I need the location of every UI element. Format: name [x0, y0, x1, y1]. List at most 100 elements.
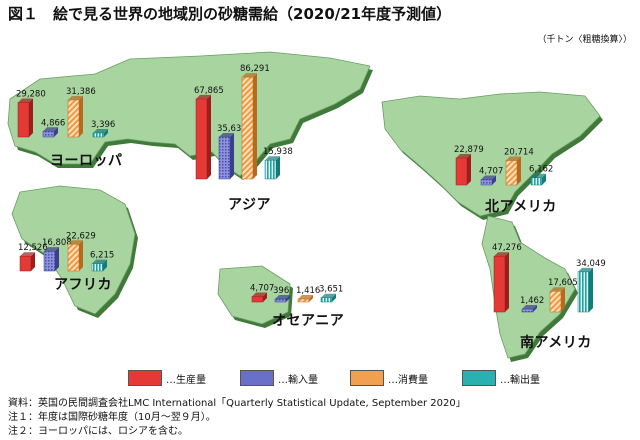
value-label: 4,866 [41, 118, 65, 128]
bar-side [253, 73, 257, 179]
value-label: 67,865 [194, 86, 224, 96]
bar-production [493, 255, 506, 313]
bar-top [456, 154, 471, 159]
bar-top [494, 252, 509, 257]
value-label: 3,651 [319, 285, 343, 295]
bar-exports [91, 263, 104, 272]
source-note: 資料：英国の民間調査会社LMC International「Quarterly … [8, 398, 466, 409]
value-label: 4,707 [479, 166, 503, 176]
value-label: 20,714 [504, 148, 534, 158]
bar-side [505, 252, 509, 312]
region-label: オセアニア [272, 313, 345, 329]
region-label: 北アメリカ [485, 199, 557, 215]
bar-side [104, 128, 108, 137]
bar-top [196, 94, 211, 99]
legend-swatch-production [128, 370, 162, 386]
bar-side [29, 98, 33, 137]
bar-imports [218, 136, 231, 180]
value-label: 12,526 [18, 243, 48, 253]
bar-consumption [67, 244, 80, 272]
legend-item-imports: …輸入量 [240, 370, 318, 386]
bar-top [68, 240, 83, 245]
north-america-landmass [381, 91, 601, 217]
south-america-landmass [481, 215, 576, 359]
bar-side [79, 240, 83, 271]
bar-consumption [241, 76, 254, 180]
bar-side [263, 292, 267, 302]
bar-side [542, 173, 546, 185]
legend-label: …生産量 [166, 374, 206, 386]
bar-side [589, 267, 593, 312]
legend-item-exports: …輸出量 [462, 370, 540, 386]
value-label: 17,605 [548, 278, 578, 288]
value-label: 3,396 [91, 120, 115, 130]
bar-top [321, 293, 336, 298]
bar-consumption [67, 99, 80, 138]
bar-side [517, 156, 521, 185]
bar-top [522, 305, 537, 309]
legend-label: …消費量 [388, 374, 428, 386]
legend-swatch-imports [240, 370, 274, 386]
bar-production [195, 98, 208, 180]
bar-consumption [297, 298, 310, 303]
bars-layer: 29,280 4,866 31,386 3,396 67,865 35,631 86,291… [16, 64, 606, 313]
bar-top [44, 247, 59, 252]
value-label: 15,938 [263, 147, 293, 157]
bar-side [230, 132, 234, 179]
bar-side [332, 293, 336, 302]
bar-production [17, 102, 30, 138]
unit-label: （千トン〈粗糖換算〉） [537, 35, 632, 45]
bar-exports [320, 297, 333, 303]
bar-top [20, 252, 35, 257]
bar-top [93, 128, 108, 133]
bar-side [207, 94, 211, 179]
value-label: 396 [273, 286, 289, 296]
bar-exports [264, 159, 277, 180]
bar-top [481, 175, 496, 180]
value-label: 6,162 [529, 165, 553, 175]
legend-swatch-consumption [350, 370, 384, 386]
bar-top [242, 73, 257, 78]
land-masses [7, 51, 601, 359]
bar-side [276, 156, 280, 179]
bar-top [298, 295, 313, 299]
value-label: 47,276 [492, 243, 522, 253]
value-label: 1,416 [296, 286, 320, 296]
value-label: 4,707 [250, 283, 274, 293]
bar-top [531, 173, 546, 178]
bar-top [578, 267, 593, 272]
bar-top [18, 98, 33, 103]
bar-side [467, 154, 471, 185]
bar-consumption [549, 290, 562, 313]
bar-imports [274, 298, 287, 303]
value-label: 16,808 [42, 238, 72, 248]
bar-exports [577, 271, 590, 313]
bar-top [219, 132, 234, 137]
bar-top [550, 287, 565, 292]
value-label: 6,215 [90, 251, 114, 261]
value-label: 31,386 [66, 87, 96, 97]
source-notes: 資料：英国の民間調査会社LMC International「Quarterly … [8, 397, 466, 439]
bar-imports [43, 250, 56, 272]
region-label: 南アメリカ [520, 335, 592, 351]
region-label: アフリカ [54, 277, 112, 293]
bar-side [309, 295, 313, 302]
bar-top [252, 292, 267, 297]
map-canvas: 29,280 4,866 31,386 3,396 67,865 35,631 86,291… [7, 51, 606, 362]
bar-exports [92, 132, 105, 138]
legend-item-consumption: …消費量 [350, 370, 428, 386]
footnote-1: 注１：年度は国際砂糖年度（10月～翌９月）。 [8, 412, 216, 423]
legend-item-production: …生産量 [128, 370, 206, 386]
bar-top [275, 295, 290, 299]
bar-production [455, 157, 468, 186]
world-map: 29,280 4,866 31,386 3,396 67,865 35,631 86,291… [0, 44, 640, 362]
bar-top [265, 156, 280, 161]
bar-side [286, 295, 290, 302]
bar-side [55, 247, 59, 271]
bar-side [54, 127, 58, 137]
bar-side [103, 259, 107, 271]
region-label: ヨーロッパ [50, 153, 123, 169]
bar-exports [530, 177, 543, 186]
chart-title: 図１ 絵で見る世界の地域別の砂糖需給（2020/21年度予測値） [8, 5, 452, 23]
bar-top [43, 127, 58, 132]
